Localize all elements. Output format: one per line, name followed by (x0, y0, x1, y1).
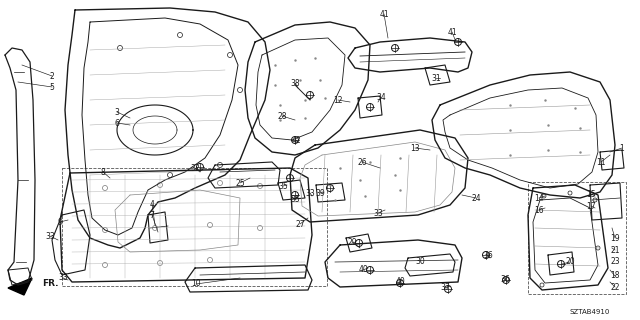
Text: 39: 39 (315, 188, 325, 197)
Text: 22: 22 (611, 283, 620, 292)
Text: 3: 3 (115, 108, 120, 116)
Text: 42: 42 (291, 135, 301, 145)
Text: 19: 19 (610, 234, 620, 243)
Text: 37: 37 (440, 284, 450, 292)
Text: 33: 33 (58, 274, 68, 283)
Text: 4: 4 (150, 199, 154, 209)
Text: 29: 29 (347, 237, 357, 246)
Text: 5: 5 (49, 83, 54, 92)
Text: 2: 2 (50, 71, 54, 81)
Bar (528, 182, 626, 294)
Text: 7: 7 (150, 211, 154, 220)
Text: 38: 38 (290, 78, 300, 87)
Text: 23: 23 (610, 258, 620, 267)
Text: 8: 8 (100, 167, 106, 177)
Text: 21: 21 (611, 245, 620, 254)
Text: 12: 12 (333, 95, 343, 105)
Text: 33: 33 (45, 231, 55, 241)
Text: 26: 26 (357, 157, 367, 166)
Polygon shape (8, 278, 32, 295)
Text: 11: 11 (596, 157, 605, 166)
Text: SZTAB4910: SZTAB4910 (570, 309, 610, 315)
Text: 36: 36 (500, 276, 510, 284)
Text: 20: 20 (565, 258, 575, 267)
Text: 9: 9 (58, 218, 63, 227)
Text: 36: 36 (483, 252, 493, 260)
Text: 31: 31 (431, 74, 441, 83)
Text: 10: 10 (191, 279, 201, 289)
Text: FR.: FR. (42, 278, 58, 287)
Text: 33: 33 (305, 188, 315, 197)
Text: 35: 35 (290, 195, 300, 204)
Text: 17: 17 (586, 202, 596, 211)
Text: 30: 30 (415, 258, 425, 267)
Text: 14: 14 (534, 194, 544, 203)
Text: 13: 13 (410, 143, 420, 153)
Text: 40: 40 (395, 277, 405, 286)
Text: 15: 15 (586, 189, 596, 198)
Text: 35: 35 (278, 181, 288, 190)
Text: 34: 34 (376, 92, 386, 101)
Text: 25: 25 (235, 179, 245, 188)
Text: 40: 40 (358, 266, 368, 275)
Text: 27: 27 (295, 220, 305, 228)
Text: 32: 32 (190, 164, 200, 172)
Text: 28: 28 (277, 111, 287, 121)
Text: 41: 41 (447, 28, 457, 36)
Text: 16: 16 (534, 205, 544, 214)
Text: 24: 24 (471, 194, 481, 203)
Text: 6: 6 (115, 118, 120, 127)
Bar (62, 168, 327, 286)
Text: 33: 33 (373, 209, 383, 218)
Text: 1: 1 (620, 143, 625, 153)
Text: 18: 18 (611, 271, 620, 281)
Text: 41: 41 (379, 10, 389, 19)
